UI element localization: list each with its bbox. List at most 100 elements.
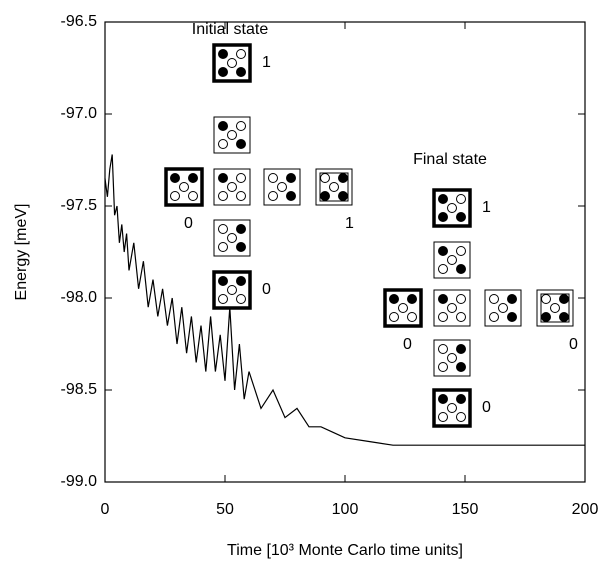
site <box>236 276 246 286</box>
site <box>218 224 228 234</box>
site <box>438 246 448 256</box>
site <box>188 173 198 183</box>
site <box>550 303 560 313</box>
site <box>236 67 246 77</box>
site <box>236 139 246 149</box>
site <box>438 264 448 274</box>
site <box>218 121 228 131</box>
site <box>541 312 551 322</box>
site <box>456 212 466 222</box>
site <box>438 194 448 204</box>
y-axis-label: Energy [meV] <box>13 204 30 301</box>
x-tick-label: 50 <box>216 501 234 518</box>
site <box>559 294 569 304</box>
site <box>456 394 466 404</box>
state-diagram <box>212 270 252 310</box>
site <box>398 303 408 313</box>
site <box>286 173 296 183</box>
site <box>227 285 237 295</box>
site <box>456 362 466 372</box>
site <box>507 312 517 322</box>
site <box>236 242 246 252</box>
site <box>236 224 246 234</box>
site <box>447 403 457 413</box>
state-diagram <box>263 168 301 206</box>
site <box>236 294 246 304</box>
state-diagram <box>315 168 353 206</box>
annotation: 0 <box>184 215 193 232</box>
site <box>236 121 246 131</box>
site <box>438 344 448 354</box>
site <box>507 294 517 304</box>
site <box>338 173 348 183</box>
site <box>489 294 499 304</box>
site <box>218 173 228 183</box>
x-tick-label: 200 <box>572 501 599 518</box>
annotation: 0 <box>569 336 578 353</box>
site <box>338 191 348 201</box>
site <box>170 173 180 183</box>
site <box>438 412 448 422</box>
site <box>456 312 466 322</box>
state-diagram <box>433 289 471 327</box>
annotation: 1 <box>262 54 271 71</box>
annotation: 0 <box>262 281 271 298</box>
site <box>447 255 457 265</box>
state-diagram <box>213 116 251 154</box>
site <box>389 312 399 322</box>
site <box>438 362 448 372</box>
site <box>447 203 457 213</box>
site <box>218 139 228 149</box>
site <box>447 303 457 313</box>
state-diagram <box>433 339 471 377</box>
site <box>188 191 198 201</box>
plot-frame <box>104 21 586 483</box>
annotation: 0 <box>403 336 412 353</box>
state-diagram <box>432 388 472 428</box>
site <box>218 191 228 201</box>
site <box>489 312 499 322</box>
site <box>329 182 339 192</box>
y-tick-label: -98.0 <box>61 289 98 306</box>
site <box>438 212 448 222</box>
y-tick-label: -99.0 <box>61 473 98 490</box>
site <box>389 294 399 304</box>
site <box>438 294 448 304</box>
site <box>236 173 246 183</box>
x-tick-label: 0 <box>101 501 110 518</box>
site <box>456 264 466 274</box>
annotation: Initial state <box>192 21 269 38</box>
annotation: Final state <box>413 151 487 168</box>
y-tick-label: -98.5 <box>61 381 98 398</box>
site <box>227 130 237 140</box>
site <box>218 242 228 252</box>
site <box>407 312 417 322</box>
site <box>559 312 569 322</box>
annotation: 1 <box>482 199 491 216</box>
site <box>407 294 417 304</box>
site <box>456 294 466 304</box>
site <box>286 191 296 201</box>
site <box>218 294 228 304</box>
site <box>179 182 189 192</box>
site <box>541 294 551 304</box>
state-diagram <box>433 241 471 279</box>
site <box>498 303 508 313</box>
x-tick-label: 150 <box>452 501 479 518</box>
site <box>268 173 278 183</box>
site <box>170 191 180 201</box>
state-diagram <box>484 289 522 327</box>
site <box>320 173 330 183</box>
site <box>456 412 466 422</box>
site <box>438 394 448 404</box>
state-diagram <box>432 188 472 228</box>
annotation: 0 <box>482 399 491 416</box>
site <box>227 233 237 243</box>
site <box>218 276 228 286</box>
y-tick-label: -97.0 <box>61 105 98 122</box>
state-diagram <box>164 167 204 207</box>
site <box>236 191 246 201</box>
x-tick-label: 100 <box>332 501 359 518</box>
data-line <box>104 154 585 446</box>
